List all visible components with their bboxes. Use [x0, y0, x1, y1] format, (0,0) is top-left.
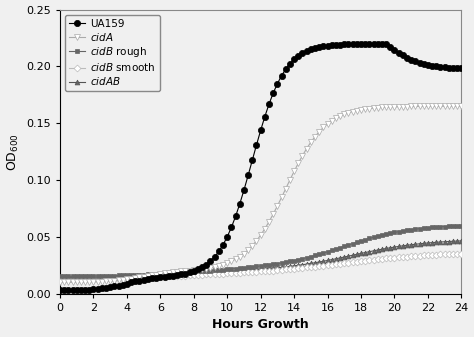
$\it{cidA}$: [70, 280, 75, 284]
$\it{cidB}$ smooth: [57, 278, 63, 282]
UA159: [86, 287, 92, 292]
$\it{cidB}$ rough: [86, 274, 92, 278]
$\it{cidAB}$: [70, 276, 75, 280]
$\it{cidAB}$: [162, 273, 167, 277]
$\it{cidAB}$: [258, 267, 264, 271]
$\it{cidB}$ rough: [57, 274, 63, 278]
UA159: [70, 288, 75, 292]
Line: $\it{cidAB}$: $\it{cidAB}$: [57, 239, 464, 280]
UA159: [162, 275, 167, 279]
UA159: [383, 42, 389, 46]
$\it{cidAB}$: [366, 250, 372, 254]
$\it{cidB}$ rough: [258, 264, 264, 268]
X-axis label: Hours Growth: Hours Growth: [212, 318, 309, 332]
UA159: [57, 288, 63, 293]
$\it{cidB}$ rough: [287, 259, 293, 264]
$\it{cidA}$: [258, 233, 264, 237]
Legend: UA159, $\it{cidA}$, $\it{cidB}$ rough, $\it{cidB}$ smooth, $\it{cidAB}$: UA159, $\it{cidA}$, $\it{cidB}$ rough, $…: [65, 15, 160, 91]
$\it{cidA}$: [366, 106, 372, 111]
$\it{cidB}$ smooth: [70, 278, 75, 282]
$\it{cidAB}$: [458, 239, 464, 243]
$\it{cidAB}$: [287, 264, 293, 268]
$\it{cidAB}$: [86, 275, 92, 279]
Line: $\it{cidB}$ rough: $\it{cidB}$ rough: [57, 223, 464, 279]
Line: UA159: UA159: [57, 40, 465, 294]
$\it{cidAB}$: [57, 276, 63, 280]
UA159: [258, 128, 264, 132]
$\it{cidB}$ smooth: [162, 275, 167, 279]
Y-axis label: OD$_{600}$: OD$_{600}$: [6, 133, 21, 171]
UA159: [366, 42, 372, 46]
$\it{cidA}$: [287, 178, 293, 182]
$\it{cidB}$ rough: [366, 237, 372, 241]
$\it{cidA}$: [86, 280, 92, 284]
UA159: [287, 62, 293, 66]
$\it{cidA}$: [458, 104, 464, 108]
$\it{cidB}$ smooth: [366, 258, 372, 262]
Line: $\it{cidB}$ smooth: $\it{cidB}$ smooth: [57, 251, 464, 282]
$\it{cidB}$ smooth: [86, 277, 92, 281]
$\it{cidB}$ rough: [458, 224, 464, 228]
$\it{cidA}$: [57, 280, 63, 284]
$\it{cidB}$ rough: [162, 272, 167, 276]
UA159: [458, 66, 464, 70]
Line: $\it{cidA}$: $\it{cidA}$: [57, 103, 465, 285]
$\it{cidB}$ smooth: [258, 269, 264, 273]
$\it{cidB}$ smooth: [458, 251, 464, 255]
$\it{cidA}$: [162, 271, 167, 275]
$\it{cidB}$ smooth: [287, 267, 293, 271]
$\it{cidB}$ rough: [70, 274, 75, 278]
